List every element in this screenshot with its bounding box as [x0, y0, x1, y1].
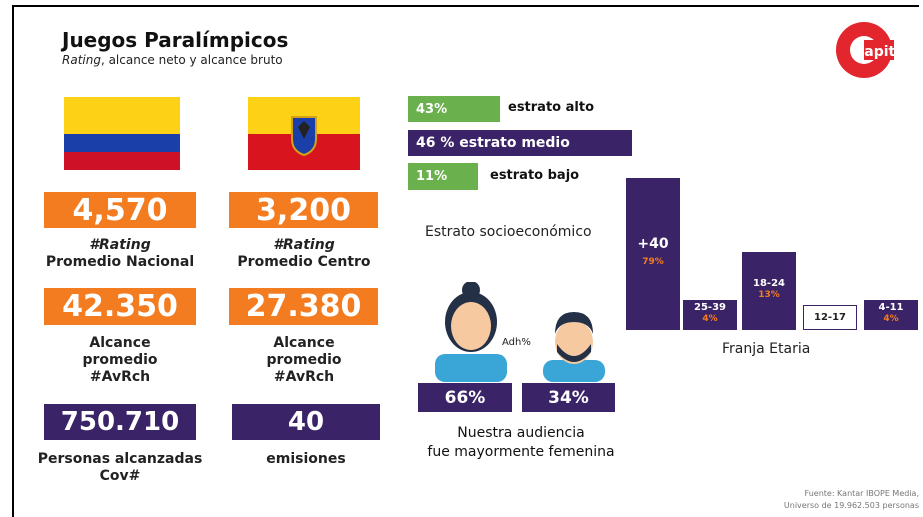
stat-label-line: #AvRch [90, 369, 150, 385]
audience-box: 34% [522, 383, 615, 412]
stat-label-line: emisiones [266, 451, 345, 467]
flag-bogota [248, 97, 360, 170]
stat-box: 3,200 [229, 192, 378, 228]
logo: Capital [832, 18, 922, 83]
age-group: 25-39 [694, 302, 726, 313]
caption-line: Nuestra audiencia [457, 425, 584, 441]
title: Juegos Paralímpicos [62, 28, 288, 52]
stat-label-line: #AvRch [274, 369, 334, 385]
stat-label-line: #Rating [89, 237, 150, 253]
logo-text: Capital [854, 44, 909, 60]
strata-label: estrato bajo [490, 168, 579, 183]
people-icons [425, 282, 615, 382]
age-percent: 79% [642, 257, 664, 267]
stat-label-line: Personas alcanzadas [38, 451, 203, 467]
stat-box: 4,570 [44, 192, 196, 228]
age-bar: +40 79% [626, 178, 680, 330]
strata-label: estrato medio [459, 135, 570, 151]
age-title: Franja Etaria [722, 341, 810, 357]
source-line: Fuente: Kantar IBOPE Media, [805, 489, 919, 498]
stat-label-line: #Rating [273, 237, 334, 253]
age-bar: 12-17 [803, 305, 857, 330]
source: Fuente: Kantar IBOPE Media, Universo de 1… [784, 488, 919, 512]
stat-label: emisiones [214, 451, 398, 468]
age-group: 18-24 [753, 278, 785, 289]
stat-label-line: Promedio Centro [237, 254, 370, 270]
age-group: 12-17 [814, 312, 846, 323]
strata-bar: 11% [408, 163, 478, 190]
adh-label: Adh% [502, 337, 531, 348]
stat-label-line: promedio [82, 352, 157, 368]
stat-label-line: Alcance [89, 335, 150, 351]
stat-label-line: promedio [266, 352, 341, 368]
strata-bar: 43% [408, 96, 500, 122]
age-group: 4-11 [878, 302, 903, 313]
audience-caption: Nuestra audiencia fue mayormente femenina [400, 424, 642, 462]
age-percent: 4% [702, 314, 717, 324]
subtitle: Rating, alcance neto y alcance bruto [62, 53, 283, 67]
audience-box: 66% [418, 383, 512, 412]
age-group: +40 [637, 236, 668, 252]
stat-box: 40 [232, 404, 380, 440]
stat-box: 750.710 [44, 404, 196, 440]
stat-label-line: Cov# [100, 468, 141, 484]
age-percent: 4% [883, 314, 898, 324]
stat-label-line: Alcance [273, 335, 334, 351]
flag-colombia [64, 97, 180, 170]
stat-box: 27.380 [229, 288, 378, 325]
strata-title: Estrato socioeconómico [425, 224, 592, 240]
subtitle-rest: , alcance neto y alcance bruto [101, 53, 283, 67]
caption-line: fue mayormente femenina [427, 444, 614, 460]
strata-bar: 46 % estrato medio [408, 130, 632, 156]
source-line: Universo de 19.962.503 personas [784, 501, 919, 510]
infographic: Juegos Paralímpicos Rating, alcance neto… [0, 0, 923, 517]
strata-percent: 46 % [416, 135, 454, 151]
subtitle-italic: Rating [62, 53, 101, 67]
stat-label-line: Promedio Nacional [46, 254, 194, 270]
stat-box: 42.350 [44, 288, 196, 325]
age-percent: 13% [758, 290, 780, 300]
strata-label: estrato alto [508, 100, 594, 115]
